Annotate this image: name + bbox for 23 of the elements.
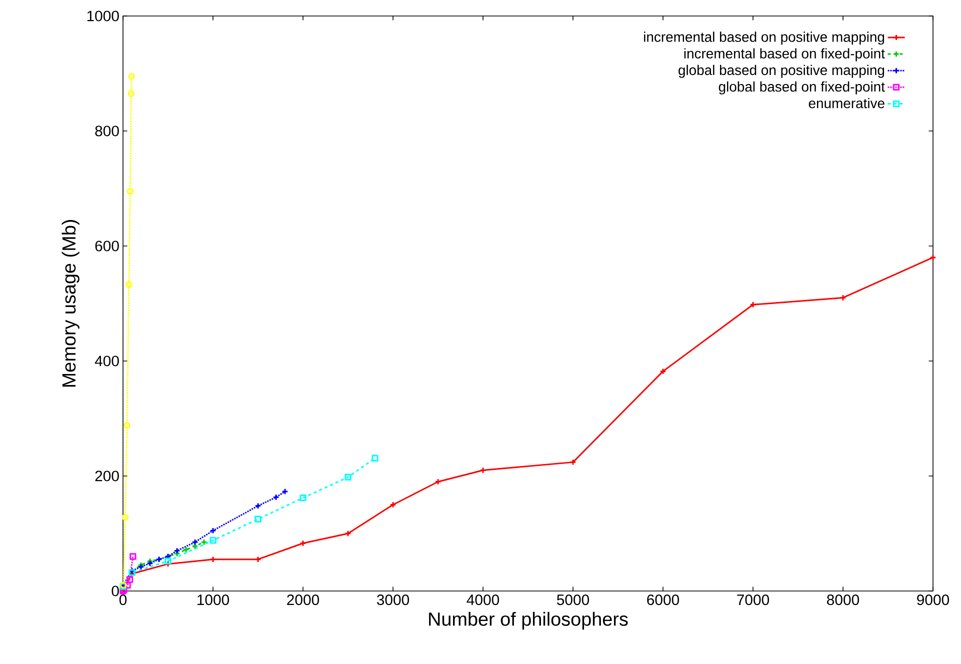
y-tick-label: 200	[95, 470, 119, 482]
x-tick-label: 8000	[827, 594, 860, 606]
y-tick-label: 600	[95, 240, 119, 252]
x-tick-label: 3000	[376, 594, 410, 606]
x-tick-label: 6000	[647, 594, 680, 606]
y-tick-label: 0	[112, 586, 119, 596]
x-tick-label: 0	[119, 594, 127, 606]
legend-label: enumerative	[808, 98, 884, 108]
y-axis-title: Memory usage (Mb)	[62, 220, 80, 387]
legend-label: global based on fixed-point	[718, 81, 885, 94]
legend-label: global based on positive mapping	[678, 64, 884, 78]
x-tick-label: 2000	[287, 594, 320, 606]
x-tick-label: 5000	[556, 594, 590, 606]
legend-label: incremental based on positive mapping	[644, 32, 884, 45]
x-tick-label: 1000	[198, 594, 230, 606]
x-axis-title: Number of philosophers	[429, 612, 628, 630]
x-tick-label: 9000	[917, 594, 950, 606]
y-tick-label: 400	[94, 356, 119, 366]
legend-label: incremental based on fixed-point	[684, 48, 885, 62]
x-tick-label: 4000	[466, 594, 500, 606]
y-tick-label: 800	[95, 126, 119, 136]
x-tick-label: 7000	[737, 594, 770, 606]
y-tick-label: 1000	[87, 10, 119, 22]
